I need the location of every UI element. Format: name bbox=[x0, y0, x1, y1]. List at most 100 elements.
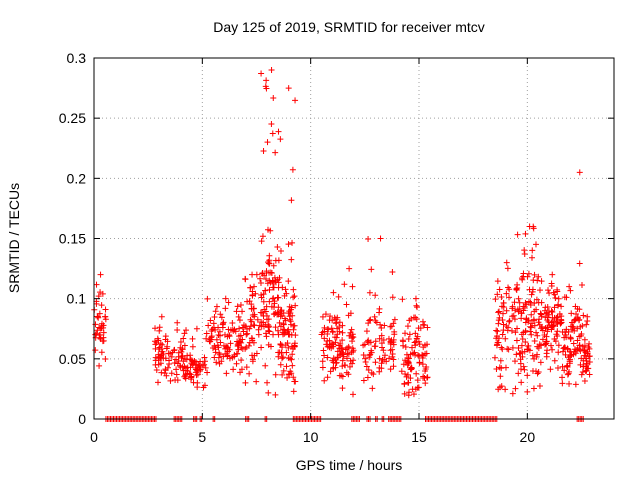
data-point bbox=[234, 303, 241, 310]
data-point bbox=[363, 328, 370, 335]
data-point bbox=[339, 322, 346, 329]
data-point bbox=[97, 335, 104, 342]
data-point bbox=[290, 286, 297, 293]
data-point bbox=[551, 357, 558, 364]
data-point bbox=[522, 319, 529, 326]
data-point bbox=[424, 374, 431, 381]
data-point bbox=[376, 368, 383, 375]
data-point bbox=[249, 292, 256, 299]
y-tick-label: 0.3 bbox=[67, 50, 87, 66]
data-point bbox=[368, 266, 375, 273]
data-point bbox=[220, 342, 227, 349]
data-point bbox=[336, 319, 343, 326]
data-point bbox=[289, 351, 296, 358]
data-point bbox=[203, 330, 210, 337]
data-point bbox=[524, 388, 531, 395]
data-point bbox=[235, 333, 242, 340]
data-point bbox=[387, 366, 394, 373]
data-point bbox=[330, 289, 337, 296]
data-point bbox=[96, 310, 103, 317]
data-point bbox=[197, 358, 204, 365]
data-point bbox=[391, 316, 398, 323]
data-point bbox=[509, 390, 516, 397]
data-point bbox=[551, 291, 558, 298]
data-point bbox=[535, 319, 542, 326]
data-point bbox=[567, 335, 574, 342]
data-point bbox=[281, 330, 288, 337]
data-point bbox=[518, 379, 525, 386]
data-point bbox=[194, 371, 201, 378]
data-point bbox=[349, 283, 356, 290]
data-point bbox=[387, 347, 394, 354]
data-point bbox=[193, 325, 200, 332]
data-point bbox=[582, 368, 589, 375]
data-point bbox=[98, 302, 105, 309]
data-point bbox=[270, 262, 277, 269]
data-point bbox=[541, 331, 548, 338]
data-point bbox=[350, 334, 357, 341]
data-point bbox=[519, 335, 526, 342]
data-point bbox=[363, 363, 370, 370]
data-point bbox=[504, 345, 511, 352]
data-point bbox=[376, 355, 383, 362]
data-point bbox=[499, 331, 506, 338]
data-point bbox=[173, 371, 180, 378]
data-point bbox=[251, 313, 258, 320]
data-point bbox=[287, 318, 294, 325]
data-point bbox=[403, 373, 410, 380]
data-point bbox=[347, 329, 354, 336]
data-point bbox=[242, 323, 249, 330]
data-point bbox=[346, 363, 353, 370]
data-point bbox=[334, 314, 341, 321]
data-point bbox=[217, 332, 224, 339]
data-point bbox=[415, 325, 422, 332]
data-point bbox=[583, 361, 590, 368]
data-point bbox=[553, 315, 560, 322]
data-point bbox=[377, 321, 384, 328]
data-point bbox=[517, 360, 524, 367]
data-point bbox=[389, 294, 396, 301]
data-point bbox=[292, 97, 299, 104]
data-point bbox=[292, 378, 299, 385]
data-point bbox=[172, 356, 179, 363]
data-point bbox=[563, 363, 570, 370]
data-point bbox=[283, 290, 290, 297]
data-point bbox=[289, 166, 296, 173]
data-point bbox=[158, 369, 165, 376]
data-point bbox=[172, 377, 179, 384]
data-point bbox=[259, 270, 266, 277]
data-point bbox=[333, 360, 340, 367]
data-point bbox=[530, 385, 537, 392]
data-point bbox=[493, 327, 500, 334]
data-point bbox=[324, 374, 331, 381]
data-point bbox=[561, 334, 568, 341]
data-point bbox=[174, 327, 181, 334]
data-point bbox=[371, 343, 378, 350]
data-point bbox=[365, 236, 372, 243]
data-point bbox=[222, 305, 229, 312]
data-point bbox=[496, 314, 503, 321]
y-axis-ticks: 0 0.05 0.1 0.15 0.2 0.25 0.3 bbox=[59, 50, 614, 427]
data-point bbox=[380, 336, 387, 343]
data-point bbox=[500, 300, 507, 307]
data-point bbox=[519, 276, 526, 283]
data-point bbox=[175, 353, 182, 360]
data-point bbox=[340, 353, 347, 360]
data-point bbox=[211, 342, 218, 349]
data-point bbox=[524, 372, 531, 379]
data-point bbox=[536, 341, 543, 348]
data-point bbox=[98, 349, 105, 356]
y-axis-label: SRMTID / TECUs bbox=[6, 183, 22, 293]
data-point bbox=[280, 367, 287, 374]
data-point bbox=[400, 361, 407, 368]
data-point bbox=[506, 318, 513, 325]
data-point bbox=[413, 370, 420, 377]
data-point bbox=[233, 308, 240, 315]
data-point bbox=[372, 359, 379, 366]
data-point bbox=[181, 330, 188, 337]
data-point bbox=[583, 321, 590, 328]
data-point bbox=[364, 374, 371, 381]
data-point bbox=[389, 269, 396, 276]
data-point bbox=[320, 347, 327, 354]
data-point bbox=[153, 339, 160, 346]
